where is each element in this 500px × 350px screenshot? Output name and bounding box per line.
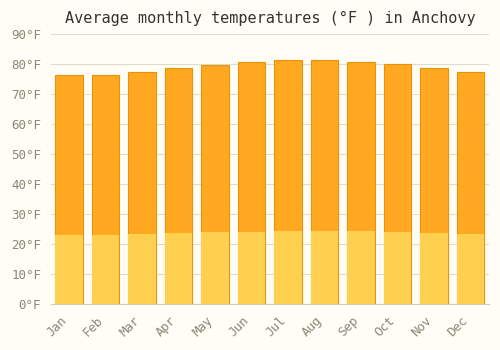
Bar bbox=[92, 75, 120, 304]
Bar bbox=[202, 232, 229, 304]
Bar bbox=[420, 233, 448, 304]
Bar bbox=[92, 236, 120, 304]
Title: Average monthly temperatures (°F ) in Anchovy: Average monthly temperatures (°F ) in An… bbox=[64, 11, 475, 26]
Bar bbox=[165, 233, 192, 304]
Bar bbox=[56, 75, 83, 304]
Bar bbox=[165, 68, 192, 304]
Bar bbox=[420, 68, 448, 304]
Bar bbox=[457, 234, 484, 304]
Bar bbox=[238, 232, 266, 304]
Bar bbox=[311, 60, 338, 304]
Bar bbox=[238, 62, 266, 304]
Bar bbox=[128, 72, 156, 304]
Bar bbox=[384, 232, 411, 304]
Bar bbox=[311, 231, 338, 304]
Bar bbox=[457, 72, 484, 304]
Bar bbox=[384, 64, 411, 304]
Bar bbox=[348, 62, 375, 304]
Bar bbox=[56, 236, 83, 304]
Bar bbox=[274, 231, 302, 304]
Bar bbox=[128, 234, 156, 304]
Bar bbox=[202, 65, 229, 304]
Bar bbox=[274, 60, 302, 304]
Bar bbox=[348, 231, 375, 304]
